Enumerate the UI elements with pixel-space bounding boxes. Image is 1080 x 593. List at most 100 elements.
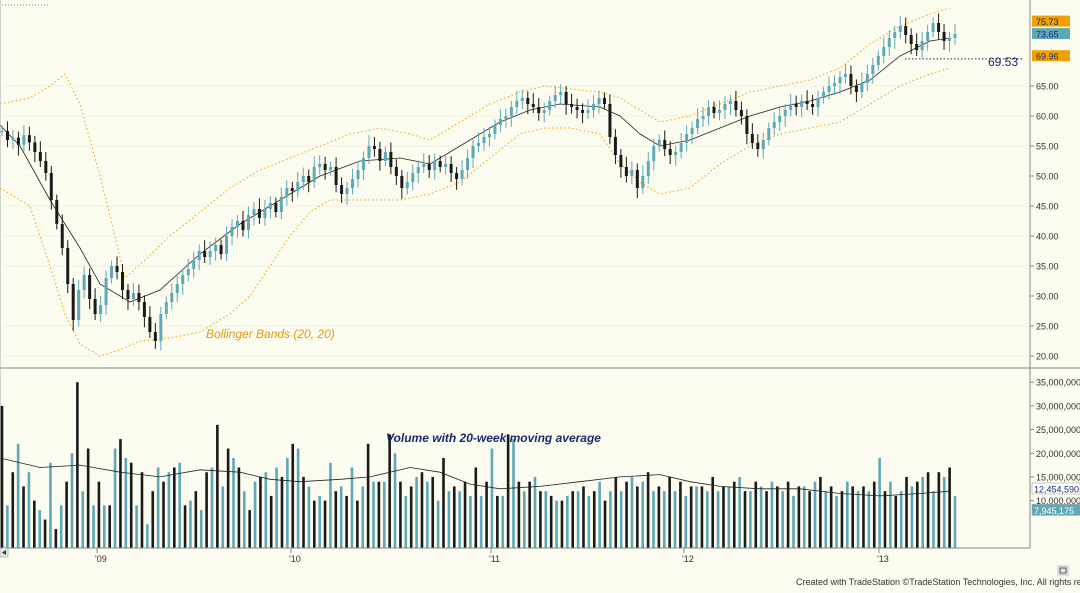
price-candle-body (203, 251, 207, 257)
price-tick-label: 25.00 (1036, 322, 1059, 332)
volume-bar (926, 472, 930, 548)
volume-bar (522, 491, 526, 548)
price-candle-body (323, 164, 327, 170)
volume-bar (119, 439, 122, 548)
price-candle-body (734, 101, 738, 110)
volume-bar (393, 453, 397, 548)
price-candle-body (444, 164, 448, 167)
volume-bar (921, 476, 924, 548)
price-candle-body (153, 332, 157, 341)
volume-bar (571, 491, 575, 548)
volume-bar (269, 495, 273, 548)
price-candle-body (641, 176, 645, 188)
bollinger-bands-layer (0, 7, 1022, 357)
price-candle-body (433, 161, 437, 170)
volume-bar (609, 491, 612, 548)
price-tick-label: 40.00 (1036, 232, 1059, 242)
price-candle-body (674, 152, 678, 155)
price-candle-body (214, 245, 218, 251)
volume-bar (140, 472, 144, 548)
price-candle-body (542, 110, 546, 113)
volume-bar (695, 486, 698, 548)
price-candle-body (778, 116, 782, 122)
volume-bar (43, 519, 47, 548)
volume-bar (221, 486, 225, 548)
price-candle-body (602, 98, 606, 104)
price-candle-body (411, 173, 415, 182)
price-candle-body (685, 134, 689, 143)
price-candle-body (937, 23, 941, 32)
price-candle-body (422, 164, 426, 167)
price-candle-body (805, 101, 809, 104)
volume-bar (662, 491, 666, 548)
price-candle-body (148, 317, 152, 332)
price-tick-label: 45.00 (1036, 202, 1059, 212)
volume-bar (167, 472, 171, 548)
price-candle-body (159, 314, 163, 341)
price-candle-body (548, 101, 552, 110)
volume-bar (576, 491, 580, 548)
price-candle-body (38, 152, 42, 161)
volume-bar (657, 486, 661, 548)
volume-tick-label: 15,000,000 (1036, 472, 1080, 482)
price-candle-body (920, 41, 924, 50)
volume-bar (399, 481, 402, 548)
volume-bar (856, 491, 860, 548)
price-candle-body (208, 251, 212, 257)
price-candle-body (586, 110, 590, 113)
price-candle-body (192, 260, 196, 269)
price-candle-body (71, 284, 75, 320)
volume-bar (743, 491, 747, 548)
volume-bar (280, 476, 284, 548)
volume-bar (603, 500, 607, 548)
volume-bar (189, 500, 192, 548)
volume-bar (905, 476, 908, 548)
volume-bar (829, 486, 833, 548)
price-candle-body (833, 83, 837, 86)
price-candle-body (263, 209, 267, 218)
price-candle-body (537, 107, 541, 113)
price-candle-body (257, 209, 261, 218)
price-candle-body (843, 74, 847, 77)
volume-bar (65, 481, 68, 548)
price-candle-body (509, 107, 513, 116)
price-candle-body (230, 227, 234, 236)
price-candle-body (811, 104, 815, 107)
price-tick-label: 60.00 (1036, 112, 1059, 122)
price-candle-body (739, 110, 743, 116)
volume-bar (797, 486, 801, 548)
volume-bar (296, 448, 300, 548)
price-candle-body (27, 135, 31, 143)
volume-bar (587, 495, 591, 548)
volume-bar (377, 481, 381, 548)
volume-bar (932, 491, 935, 548)
volume-bar (749, 491, 752, 548)
price-tick-label: 55.00 (1036, 142, 1059, 152)
volume-bar (824, 491, 828, 548)
scroll-right-button[interactable] (1057, 565, 1069, 576)
scroll-left-button[interactable] (0, 547, 9, 558)
volume-bar (506, 434, 510, 548)
price-candle-body (16, 137, 20, 145)
price-candle-body (290, 188, 294, 191)
time-tick-label: '12 (682, 554, 694, 564)
volume-bar (356, 500, 359, 548)
volume-bar (259, 476, 262, 548)
volume-bar (566, 495, 569, 548)
price-candle-body (838, 77, 842, 83)
volume-bar (113, 448, 117, 548)
price-candle-body (455, 173, 459, 179)
price-candle-body (307, 176, 311, 182)
price-candle-body (318, 164, 322, 167)
price-candle-body (175, 284, 179, 293)
volume-bar (436, 500, 440, 548)
volume-bar (339, 486, 343, 548)
price-candle-body (416, 167, 420, 173)
volume-bar (172, 467, 176, 548)
price-candle-body (186, 269, 190, 275)
volume-bar (808, 491, 811, 548)
price-candle-body (854, 86, 858, 92)
volume-bar (813, 481, 817, 548)
volume-bar (156, 467, 160, 548)
volume-bar (716, 491, 720, 548)
